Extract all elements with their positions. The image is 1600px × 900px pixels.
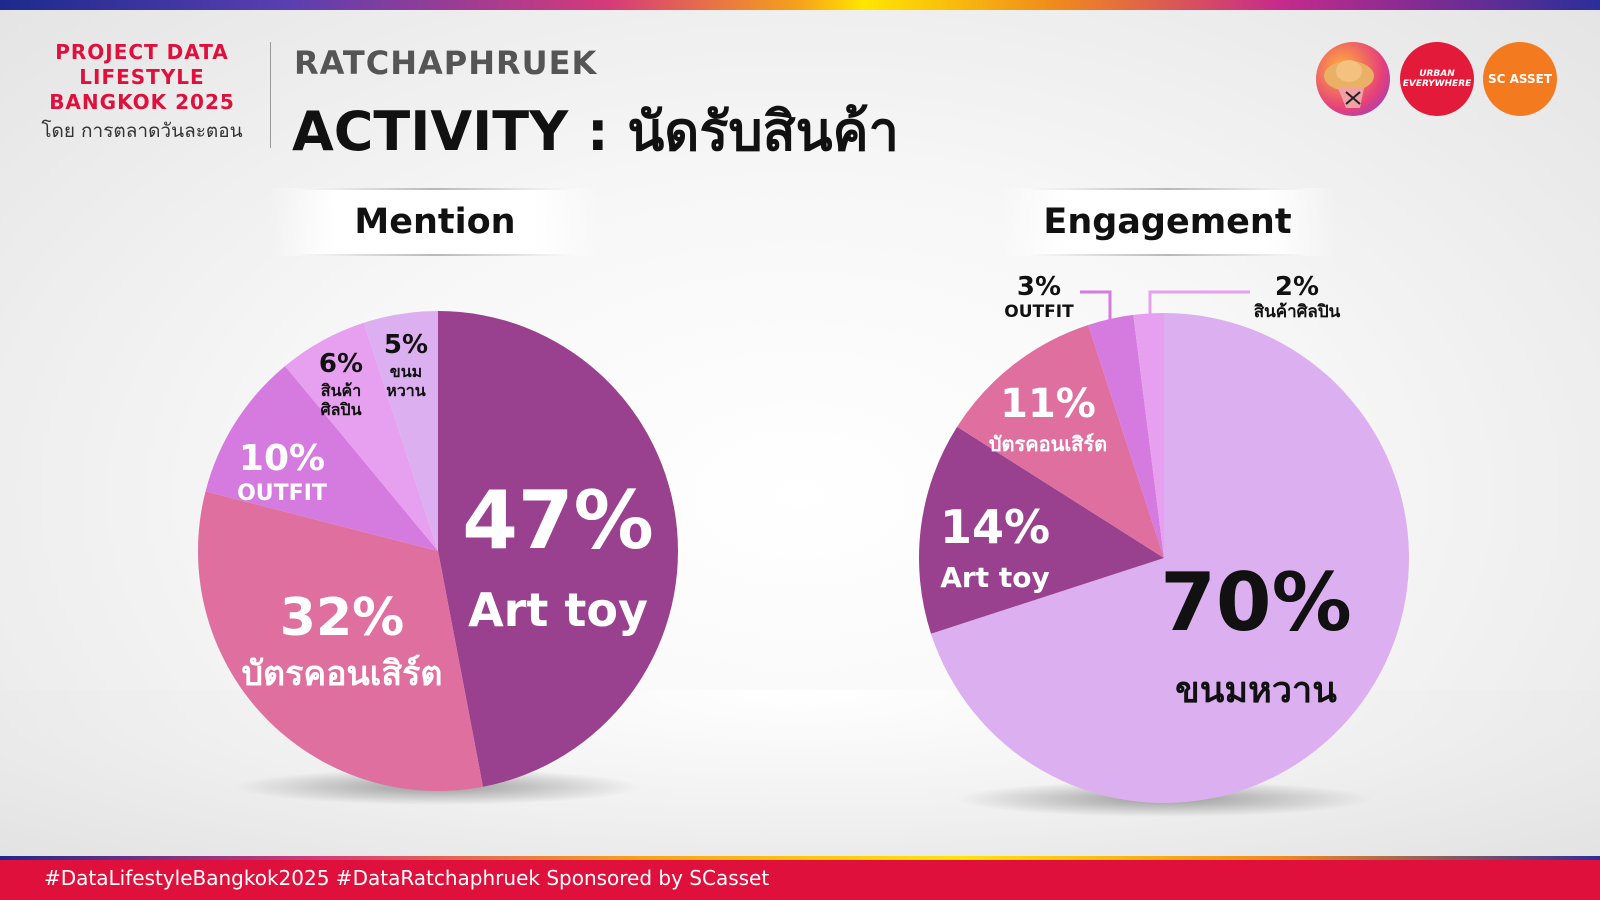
slice-category-label: สินค้าศิลปิน: [1254, 302, 1341, 322]
footer-bar: [0, 860, 1600, 900]
slice-value-label: 6%: [319, 349, 363, 379]
slice-value-label: 32%: [280, 588, 404, 648]
sc-asset-logo: SC ASSET: [1483, 42, 1557, 116]
brand-block: PROJECT DATA LIFESTYLE BANGKOK 2025 โดย …: [36, 40, 248, 145]
pie-slice: [205, 366, 438, 551]
pie-slice: [363, 311, 438, 551]
slice-category-label: OUTFIT: [237, 481, 327, 506]
pie-slice: [919, 426, 1164, 634]
slice-value-label: 47%: [462, 474, 653, 567]
slice-category-label: บัตรคอนเสิร์ต: [241, 654, 442, 694]
slice-value-label: 70%: [1160, 556, 1351, 649]
slice-category-label: หวาน: [386, 381, 426, 400]
pie-slice: [930, 313, 1410, 803]
pie-slice: [438, 311, 679, 787]
mascot-hat-icon: [1324, 60, 1374, 108]
leader-line: [1148, 290, 1250, 315]
pie-slice: [285, 322, 438, 551]
slice-value-label: 3%: [1017, 272, 1061, 302]
slice-category-label: สินค้า: [321, 381, 362, 400]
pie-slice: [957, 324, 1164, 558]
slice-value-label: 5%: [384, 330, 428, 360]
slice-category-label: ขนมหวาน: [1175, 670, 1337, 711]
slice-value-label: 10%: [239, 438, 325, 479]
page-kicker: RATCHAPHRUEK: [294, 44, 598, 82]
slice-value-label: 2%: [1275, 272, 1319, 302]
slice-category-label: Art toy: [468, 583, 648, 637]
slice-value-label: 14%: [940, 500, 1050, 554]
engagement-chart-title: Engagement: [1000, 188, 1335, 256]
slice-category-label: Art toy: [940, 561, 1049, 594]
mention-chart-title: Mention: [270, 188, 600, 256]
footer-hashtags: #DataLifestyleBangkok2025 #DataRatchaphr…: [44, 866, 770, 890]
pie-slice: [1133, 313, 1164, 558]
slice-category-label: ขนม: [390, 362, 422, 381]
top-gradient-bar: [0, 0, 1600, 10]
header-divider: [270, 42, 271, 148]
mascot-logo: [1316, 42, 1390, 116]
slice-value-label: 11%: [1000, 381, 1096, 427]
footer-gradient-line: [0, 856, 1600, 860]
pie-slice: [1088, 314, 1164, 558]
urban-everywhere-logo: URBAN EVERYWHERE: [1400, 42, 1474, 116]
slice-category-label: OUTFIT: [1004, 302, 1074, 322]
pie-slice: [197, 491, 483, 791]
slice-category-label: บัตรคอนเสิร์ต: [989, 432, 1107, 456]
slice-category-label: ศิลปิน: [320, 400, 361, 419]
leader-line: [1080, 290, 1112, 320]
brand-byline: โดย การตลาดวันละตอน: [41, 120, 243, 142]
brand-line-1: PROJECT DATA: [55, 40, 229, 64]
page-title: ACTIVITY : นัดรับสินค้า: [292, 100, 899, 163]
brand-line-2: LIFESTYLE: [79, 65, 205, 89]
brand-line-3: BANGKOK 2025: [49, 90, 235, 114]
